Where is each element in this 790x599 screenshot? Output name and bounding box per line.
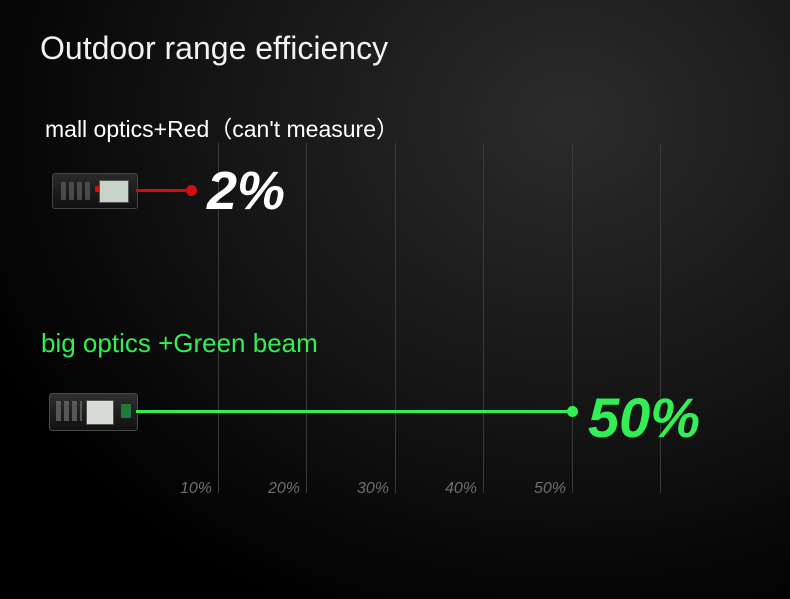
- gridline-60: [660, 143, 661, 493]
- gridline-20: [306, 143, 307, 493]
- chart-title: Outdoor range efficiency: [40, 30, 389, 66]
- tick-label: 30%: [357, 480, 390, 497]
- category-label-red: mall optics+Red（can't measure）: [45, 116, 400, 142]
- tick-label: 50%: [534, 480, 567, 497]
- value-label-red: 2%: [207, 161, 286, 221]
- gridline-10: [218, 143, 219, 493]
- tick-label: 40%: [445, 480, 478, 497]
- value-label-green: 50%: [588, 386, 701, 449]
- bar-end-dot-red: [186, 185, 197, 196]
- tick-label: 20%: [268, 480, 301, 497]
- category-label-green: big optics +Green beam: [41, 328, 318, 358]
- gridline-30: [395, 143, 396, 493]
- rangefinder-red-icon: [52, 173, 138, 209]
- rangefinder-green-icon: [49, 393, 138, 431]
- gridline-50: [572, 143, 573, 493]
- gridline-40: [483, 143, 484, 493]
- bar-green: [136, 410, 572, 413]
- tick-label: 10%: [180, 480, 213, 497]
- bar-end-dot-green: [566, 406, 578, 417]
- bar-red: [136, 189, 191, 192]
